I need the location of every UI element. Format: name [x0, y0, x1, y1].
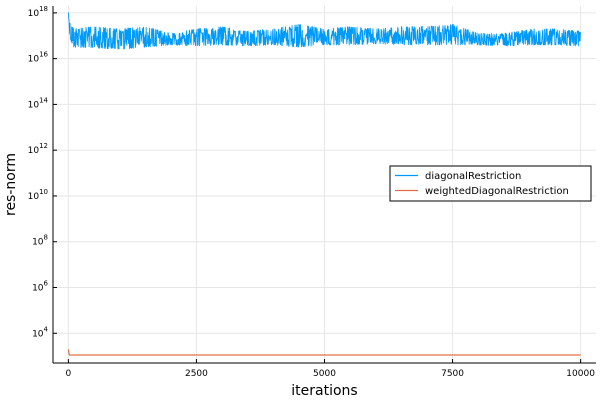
legend-label-diagonal-restriction: diagonalRestriction [425, 171, 521, 182]
x-tick-label: 5000 [313, 369, 336, 379]
y-tick-label: 1012 [28, 142, 48, 156]
x-tick-label: 2500 [185, 369, 208, 379]
y-tick-label: 1016 [28, 51, 49, 65]
series-line-weighted-diagonal-restriction [67, 349, 581, 356]
x-tick-label: 0 [66, 369, 72, 379]
y-axis-title: res-norm [3, 153, 19, 216]
legend: diagonalRestriction weightedDiagonalRest… [389, 165, 592, 202]
grid [53, 6, 596, 363]
y-tick-label: 1014 [28, 96, 49, 110]
y-ticks: 104 106 108 1010 1012 1014 1016 1018 [28, 5, 57, 339]
y-tick-label: 1018 [28, 5, 48, 19]
y-tick-label: 108 [32, 234, 48, 248]
x-ticks: 0 2500 5000 7500 10000 [66, 359, 595, 379]
y-tick-label: 106 [32, 279, 48, 293]
x-axis-title: iterations [291, 383, 357, 399]
y-tick-label: 1010 [28, 188, 48, 202]
y-tick-label: 104 [32, 325, 48, 339]
series-layer [67, 12, 582, 356]
legend-label-weighted-diagonal-restriction: weightedDiagonalRestriction [425, 186, 569, 197]
series-line-diagonal-restriction [67, 12, 582, 50]
x-tick-label: 7500 [441, 369, 464, 379]
x-tick-label: 10000 [566, 369, 595, 379]
legend-box [389, 165, 592, 202]
